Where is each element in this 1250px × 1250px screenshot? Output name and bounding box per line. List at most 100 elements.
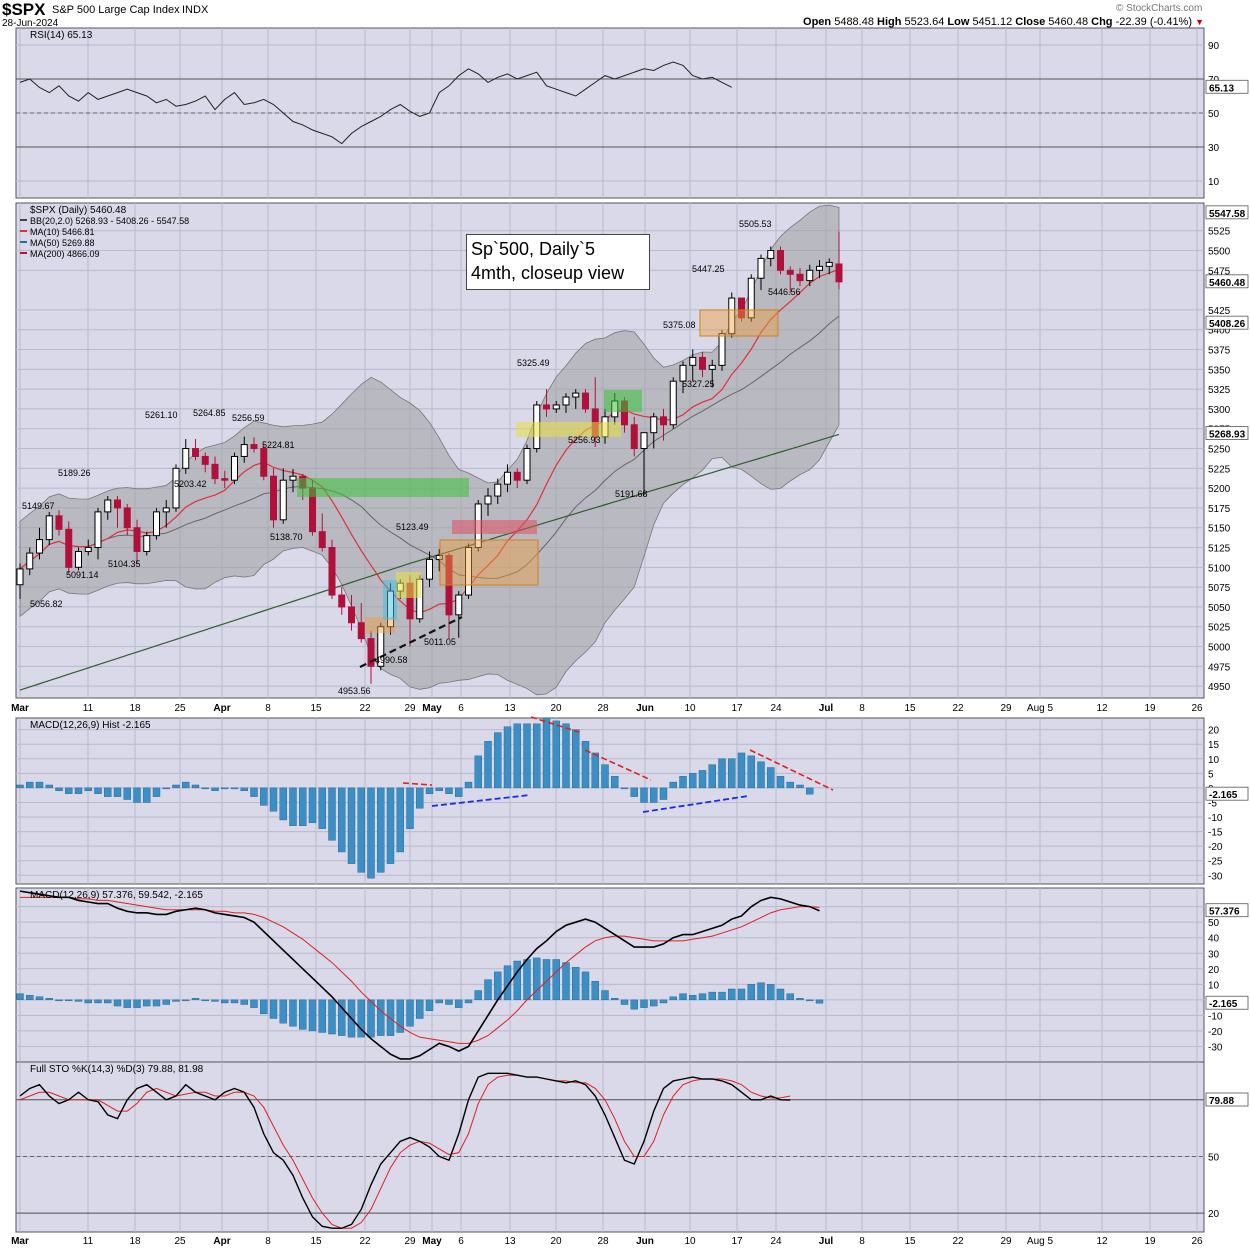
macd-hist-bar xyxy=(240,787,248,792)
macd-line-panel-hist-bar xyxy=(416,999,424,1019)
candle xyxy=(75,547,82,571)
candle xyxy=(767,246,775,267)
macd-hist-bar xyxy=(435,787,443,792)
macd-hist-bar xyxy=(191,784,200,789)
candle-body xyxy=(582,392,589,410)
close-label: Close xyxy=(1015,16,1046,28)
macd-hist-right-label: -2.165 xyxy=(1209,999,1238,1010)
macdh-tick-label: 20 xyxy=(1208,726,1220,737)
candle-body xyxy=(465,547,472,596)
x-axis-label: 8 xyxy=(859,703,865,714)
x-axis-label-bottom: 6 xyxy=(458,1236,464,1247)
macd-line-panel-hist-bar xyxy=(230,999,239,1004)
candle xyxy=(543,389,550,417)
candle xyxy=(231,452,238,485)
macd-line-panel-hist-bar xyxy=(601,990,609,1001)
macd-line-panel-hist-bar xyxy=(113,999,122,1007)
x-axis-label-bottom: 12 xyxy=(1096,1236,1108,1247)
rsi-current-label-box xyxy=(1205,79,1249,94)
price-label: 5264.85 xyxy=(193,408,226,418)
macd-line-panel-hist-bar xyxy=(201,999,209,1002)
candle-body xyxy=(65,528,73,568)
gap-zone-red xyxy=(452,520,537,534)
x-axis-label-bottom: 22 xyxy=(359,1236,371,1247)
x-axis-label-bottom: 17 xyxy=(731,1236,743,1247)
quote-date: 28-Jun-2024 xyxy=(2,18,59,29)
chg-value: -22.39 (-0.41%) xyxy=(1115,16,1193,28)
x-axis-label-bottom: 15 xyxy=(310,1236,322,1247)
candle xyxy=(162,500,170,528)
candle xyxy=(36,527,43,560)
candle xyxy=(65,521,73,574)
macd-hist-bar xyxy=(494,732,502,789)
macd-hist-bar xyxy=(279,787,287,821)
candle xyxy=(689,349,697,382)
candle xyxy=(357,602,365,643)
candle-body xyxy=(357,622,365,640)
candle-body xyxy=(279,479,287,521)
rsi-current-label: 65.13 xyxy=(1209,83,1234,94)
x-axis-label: 25 xyxy=(174,703,186,714)
candle-body xyxy=(36,539,43,554)
candle-body xyxy=(572,392,580,398)
macd-hist-bar xyxy=(698,770,707,789)
x-axis-label-bottom: 20 xyxy=(550,1236,562,1247)
candle-body xyxy=(757,257,765,279)
candle xyxy=(572,389,580,409)
macd-hist-bar xyxy=(94,787,102,794)
gap-zone-orange-3 xyxy=(699,309,779,337)
upper-band-label-box xyxy=(1205,205,1249,220)
price-label: 5325.49 xyxy=(517,358,550,368)
x-axis-label-bottom: Jul xyxy=(819,1236,834,1247)
macd-line-panel-hist-bar xyxy=(55,999,63,1002)
x-axis-label-bottom: 25 xyxy=(174,1236,186,1247)
candle-body xyxy=(328,547,336,596)
macd-hist-bar xyxy=(55,787,63,792)
bollinger-band xyxy=(19,204,840,696)
candle-body xyxy=(699,356,706,370)
macd-hist-bar xyxy=(133,787,141,803)
macd-line-panel-hist-bar xyxy=(689,994,697,1001)
price-tick-label: 5125 xyxy=(1208,544,1231,555)
candle xyxy=(270,468,277,528)
price-label: 5256.59 xyxy=(232,413,265,423)
x-axis-label-bottom: 13 xyxy=(504,1236,516,1247)
rsi-tick-label: 90 xyxy=(1208,41,1220,52)
macdh-tick-label: -20 xyxy=(1208,842,1223,853)
candle-body xyxy=(84,547,92,552)
index-name: S&P 500 Large Cap Index xyxy=(52,4,180,16)
macd-line-panel-hist-bar xyxy=(679,993,687,1001)
macd-line-panel-hist-bar xyxy=(542,959,551,1001)
candle xyxy=(718,329,726,371)
candle-body xyxy=(318,531,326,549)
x-axis-label: 26 xyxy=(1191,703,1203,714)
macd-line-panel-hist-bar xyxy=(328,999,336,1035)
x-axis-label: 29 xyxy=(404,703,416,714)
macd-line-panel-hist-bar xyxy=(338,999,346,1036)
candle-body xyxy=(289,475,297,481)
low-label: Low xyxy=(947,16,970,28)
macd-hist-bar xyxy=(572,729,580,789)
candle xyxy=(825,258,833,275)
macd-hist-bar xyxy=(347,787,356,864)
candle xyxy=(104,496,112,520)
legend-entry: BB(20,2.0) 5268.93 - 5408.26 - 5547.58 xyxy=(30,216,189,226)
candle xyxy=(26,547,34,576)
x-axis-label: Apr xyxy=(213,703,230,714)
high-value: 5523.64 xyxy=(904,16,945,28)
watermark: © StockCharts.com xyxy=(1116,3,1203,14)
candle-body xyxy=(133,527,141,552)
macd-line-panel-hist-bar xyxy=(45,998,53,1001)
macd-hist-bar xyxy=(143,787,151,803)
macd-line-panel-hist-bar xyxy=(318,999,326,1033)
macd-line-panel-hist-bar xyxy=(65,999,73,1002)
candle xyxy=(504,464,511,493)
macd-hist-bar xyxy=(689,773,697,789)
macd-line-panel-hist-bar xyxy=(718,991,726,1001)
macd-line-panel-hist-bar xyxy=(211,999,219,1002)
macd-tick-label: 50 xyxy=(1208,918,1220,929)
candle xyxy=(182,439,190,474)
macdh-tick-label: -10 xyxy=(1208,813,1223,824)
sto-title: Full STO %K(14,3) %D(3) 79.88, 81.98 xyxy=(30,1064,204,1075)
price-tick-label: 5350 xyxy=(1208,365,1231,376)
